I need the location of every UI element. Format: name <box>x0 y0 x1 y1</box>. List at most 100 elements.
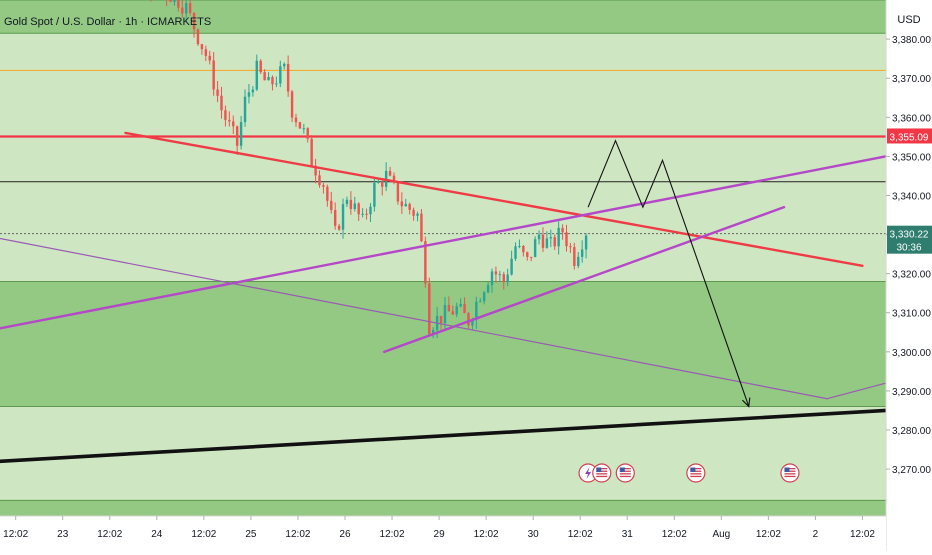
lower-zone[interactable] <box>0 500 886 516</box>
event-icon-4[interactable] <box>686 463 706 483</box>
projection-path[interactable] <box>587 139 750 407</box>
candle[interactable] <box>326 184 329 207</box>
candle[interactable] <box>216 81 219 103</box>
purple-long-diagonal[interactable] <box>0 237 828 400</box>
candle[interactable] <box>302 123 306 134</box>
candle[interactable] <box>412 207 415 221</box>
candle[interactable] <box>408 202 411 215</box>
candle[interactable] <box>196 28 200 46</box>
candle[interactable] <box>259 59 262 74</box>
purple-rising-trendline[interactable] <box>0 155 888 330</box>
candle[interactable] <box>232 115 235 135</box>
candle[interactable] <box>388 166 392 177</box>
candle[interactable] <box>580 240 584 263</box>
candle[interactable] <box>310 135 313 166</box>
candle[interactable] <box>177 0 180 12</box>
candle[interactable] <box>357 202 360 221</box>
candle[interactable] <box>283 62 286 70</box>
candle[interactable] <box>537 230 541 245</box>
current-price-badge[interactable]: 3,330.22 30:36 <box>887 225 932 254</box>
candle[interactable] <box>455 302 458 318</box>
purple-channel-trendline[interactable] <box>382 205 786 354</box>
candle[interactable] <box>361 208 364 218</box>
candle[interactable] <box>451 305 455 316</box>
candle[interactable] <box>373 177 376 212</box>
candle[interactable] <box>424 236 427 288</box>
candle[interactable] <box>271 75 274 91</box>
candle[interactable] <box>267 72 270 81</box>
candle[interactable] <box>306 127 309 143</box>
event-icon-5[interactable] <box>780 463 800 483</box>
resistance-price-badge[interactable]: 3,355.09 <box>887 128 932 144</box>
candle[interactable] <box>431 327 435 339</box>
event-icon-2[interactable] <box>592 463 612 483</box>
candle[interactable] <box>526 251 529 261</box>
candle[interactable] <box>494 266 498 283</box>
candle[interactable] <box>169 0 172 2</box>
candle[interactable] <box>314 158 317 184</box>
candle[interactable] <box>475 296 478 329</box>
candle[interactable] <box>486 282 490 294</box>
candle[interactable] <box>569 242 572 254</box>
candle[interactable] <box>573 242 576 270</box>
candle[interactable] <box>185 0 188 23</box>
candle[interactable] <box>518 239 521 249</box>
candle[interactable] <box>557 221 560 255</box>
time-axis-panel[interactable] <box>0 516 886 550</box>
candle[interactable] <box>322 182 325 194</box>
candle[interactable] <box>243 89 247 127</box>
black-long-trendline[interactable] <box>0 408 888 464</box>
candle[interactable] <box>502 271 505 290</box>
candle[interactable] <box>337 223 341 231</box>
candle[interactable] <box>416 211 419 222</box>
candle[interactable] <box>428 277 431 336</box>
candle[interactable] <box>255 54 258 91</box>
candle[interactable] <box>396 181 400 205</box>
candle[interactable] <box>330 191 333 214</box>
candle[interactable] <box>333 202 337 230</box>
candle[interactable] <box>381 178 384 196</box>
upper-supply-zone[interactable] <box>0 0 886 34</box>
candle[interactable] <box>545 231 549 249</box>
candle[interactable] <box>286 55 290 97</box>
candle[interactable] <box>541 227 545 252</box>
candle[interactable] <box>188 0 192 16</box>
candle[interactable] <box>208 50 211 65</box>
candle[interactable] <box>404 198 407 207</box>
candle[interactable] <box>522 245 525 257</box>
candle[interactable] <box>251 86 255 97</box>
candle[interactable] <box>533 236 537 258</box>
candle[interactable] <box>529 256 533 262</box>
candle[interactable] <box>561 224 564 240</box>
candle[interactable] <box>349 191 353 215</box>
candle[interactable] <box>506 268 509 287</box>
currency-label[interactable]: USD <box>897 14 920 26</box>
candle[interactable] <box>565 224 568 252</box>
candle[interactable] <box>200 43 204 55</box>
candle[interactable] <box>498 270 502 282</box>
candle[interactable] <box>228 111 231 127</box>
candle[interactable] <box>459 298 462 308</box>
candle[interactable] <box>290 89 294 123</box>
candle[interactable] <box>479 297 482 303</box>
candle[interactable] <box>298 121 302 129</box>
candle[interactable] <box>447 296 451 312</box>
candle[interactable] <box>584 233 588 259</box>
candle[interactable] <box>204 45 208 61</box>
red-descending-trendline[interactable] <box>124 131 864 268</box>
candle[interactable] <box>224 105 227 127</box>
candle[interactable] <box>263 69 266 81</box>
candle[interactable] <box>369 203 372 223</box>
candle[interactable] <box>279 60 282 88</box>
candle[interactable] <box>553 234 556 250</box>
candle[interactable] <box>345 196 349 208</box>
candle[interactable] <box>365 208 368 220</box>
middle-demand-zone[interactable] <box>0 281 886 407</box>
event-icon-3[interactable] <box>615 463 635 483</box>
candle[interactable] <box>353 196 357 212</box>
candle[interactable] <box>173 0 176 6</box>
candle[interactable] <box>577 252 580 269</box>
candle[interactable] <box>275 76 278 88</box>
candle[interactable] <box>549 229 553 248</box>
